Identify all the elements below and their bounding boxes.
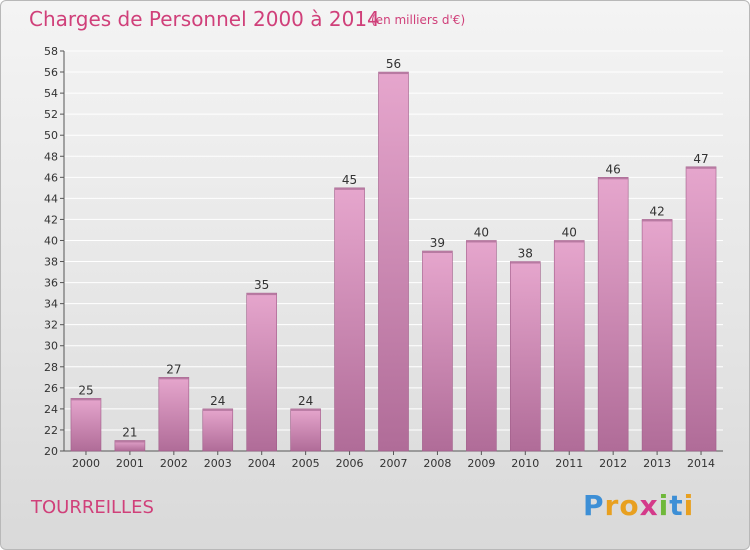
y-tick-label: 20 — [44, 445, 58, 458]
y-tick-label: 28 — [44, 361, 58, 374]
x-tick-label: 2007 — [380, 457, 408, 470]
x-tick-label: 2010 — [511, 457, 539, 470]
x-tick-label: 2005 — [292, 457, 320, 470]
bar-value-label: 45 — [342, 173, 357, 187]
y-tick-label: 24 — [44, 403, 58, 416]
bar-value-label: 27 — [166, 362, 181, 376]
bar-top-edge — [642, 219, 673, 222]
y-tick-label: 54 — [44, 87, 58, 100]
bar-top-edge — [466, 240, 497, 243]
bar-value-label: 21 — [122, 425, 137, 439]
bar-top-edge — [246, 293, 277, 296]
bar-value-label: 42 — [649, 204, 664, 218]
bar — [70, 398, 102, 452]
x-tick-label: 2012 — [599, 457, 627, 470]
bar — [641, 219, 673, 452]
y-tick-label: 52 — [44, 108, 58, 121]
x-tick-label: 2004 — [248, 457, 276, 470]
bar — [553, 240, 585, 452]
logo-letter: x — [639, 489, 659, 522]
bar-top-edge — [422, 251, 453, 253]
y-tick-label: 44 — [44, 192, 58, 205]
y-tick-label: 32 — [44, 319, 58, 332]
bar-value-label: 40 — [562, 225, 577, 239]
x-tick-label: 2000 — [72, 457, 100, 470]
y-tick-label: 48 — [44, 150, 58, 163]
bar — [202, 408, 234, 452]
x-tick-label: 2009 — [467, 457, 495, 470]
bar-top-edge — [202, 408, 233, 411]
logo-letter: i — [683, 489, 695, 522]
logo-letter: i — [658, 489, 670, 522]
bar — [246, 292, 277, 452]
bar-top-edge — [290, 408, 321, 411]
x-tick-label: 2011 — [555, 457, 583, 470]
x-tick-label: 2002 — [160, 457, 188, 470]
x-tick-label: 2014 — [687, 457, 715, 470]
y-tick-label: 56 — [44, 66, 58, 79]
logo-letter: r — [604, 489, 620, 522]
x-tick-label: 2008 — [423, 457, 451, 470]
bar — [422, 250, 453, 452]
bar-value-label: 39 — [430, 236, 445, 250]
labels: 20 22 24 26 28 30 32 34 36 38 40 42 44 46 48 50 52 54 56 58… — [44, 45, 715, 470]
bar-value-label: 24 — [298, 394, 313, 408]
bar-top-edge — [554, 240, 585, 243]
bar-value-label: 35 — [254, 278, 269, 292]
logo-letter: P — [583, 489, 605, 522]
x-tick-label: 2006 — [336, 457, 364, 470]
y-tick-label: 34 — [44, 298, 58, 311]
bar — [509, 261, 541, 452]
proxiti-logo[interactable]: Proxiti — [583, 489, 694, 522]
y-tick-label: 30 — [44, 340, 58, 353]
y-tick-label: 40 — [44, 234, 58, 247]
y-tick-label: 22 — [44, 424, 58, 437]
y-tick-label: 58 — [44, 45, 58, 58]
bar — [597, 177, 629, 452]
y-tick-label: 26 — [44, 382, 58, 395]
bars — [70, 71, 717, 452]
bar-top-edge — [378, 72, 409, 75]
bar-top-edge — [510, 261, 541, 264]
bar-value-label: 56 — [386, 57, 401, 71]
y-tick-label: 46 — [44, 171, 58, 184]
bar-top-edge — [686, 166, 717, 169]
x-tick-label: 2013 — [643, 457, 671, 470]
town-name: TOURREILLES — [31, 497, 154, 518]
chart-subtitle: (en milliers d'€) — [371, 13, 466, 27]
bar-value-label: 24 — [210, 394, 225, 408]
bar — [466, 240, 497, 452]
bar-value-label: 46 — [606, 162, 621, 176]
x-tick-label: 2001 — [116, 457, 144, 470]
y-tick-label: 38 — [44, 256, 58, 269]
bar-value-label: 38 — [518, 247, 533, 261]
bar-value-label: 47 — [693, 152, 708, 166]
bar-top-edge — [334, 187, 365, 190]
bar-top-edge — [158, 377, 189, 380]
logo-letter: t — [669, 489, 684, 522]
chart-title: Charges de Personnel 2000 à 2014 — [29, 7, 380, 31]
bar — [334, 187, 365, 452]
bar — [158, 377, 190, 452]
y-tick-label: 50 — [44, 129, 58, 142]
bar-value-label: 40 — [474, 225, 489, 239]
bar — [685, 166, 717, 452]
bar-top-edge — [598, 177, 629, 180]
bar-top-edge — [114, 440, 145, 443]
logo-letter: o — [619, 489, 640, 522]
bar — [378, 71, 409, 452]
bar-value-label: 25 — [78, 383, 93, 397]
bar — [290, 408, 321, 452]
y-tick-label: 36 — [44, 277, 58, 290]
x-tick-label: 2003 — [204, 457, 232, 470]
bar-top-edge — [70, 398, 101, 401]
y-tick-label: 42 — [44, 213, 58, 226]
